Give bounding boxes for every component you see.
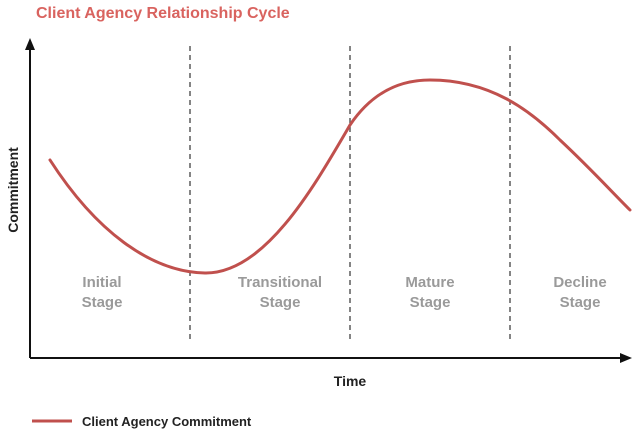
stage-label-initial: Initial	[82, 274, 121, 291]
axes	[25, 38, 632, 363]
stage-label-initial-suffix: Stage	[82, 294, 123, 311]
stage-label-mature-suffix: Stage	[410, 294, 451, 311]
stage-label-decline-suffix: Stage	[560, 294, 601, 311]
stage-label-decline: Decline	[553, 274, 606, 291]
legend-label: Client Agency Commitment	[82, 414, 252, 429]
stage-label-mature: Mature	[405, 274, 454, 291]
stage-labels: Initial Stage Transitional Stage Mature …	[82, 274, 607, 311]
x-axis-label: Time	[334, 373, 367, 389]
y-axis-arrowhead	[25, 38, 35, 50]
legend: Client Agency Commitment	[32, 414, 252, 429]
commitment-curve	[48, 78, 632, 275]
y-axis-label: Commitment	[5, 147, 21, 233]
stage-label-transitional: Transitional	[238, 274, 322, 291]
diagram-title: Client Agency Relationship Cycle	[36, 5, 290, 22]
stage-label-transitional-suffix: Stage	[260, 294, 301, 311]
x-axis-arrowhead	[620, 353, 632, 363]
stage-dividers	[189, 46, 511, 340]
